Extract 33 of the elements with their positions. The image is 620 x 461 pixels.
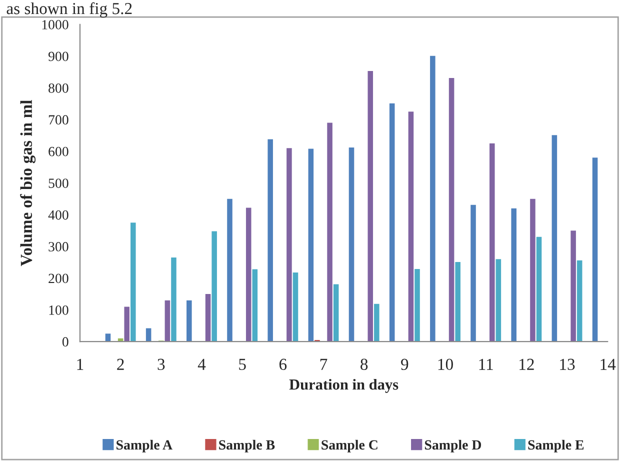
x-axis-title: Duration in days <box>289 378 398 393</box>
x-tick-label: 14 <box>600 358 616 370</box>
legend-label: Sample D <box>424 440 482 452</box>
x-tick-label: 1 <box>77 358 84 370</box>
y-tick-label: 0 <box>62 337 68 347</box>
x-tick-label: 12 <box>520 358 534 370</box>
legend-label: Sample B <box>219 440 275 452</box>
x-tick-label: 10 <box>438 358 453 370</box>
y-tick-label: 500 <box>48 178 68 188</box>
y-tick-label: 400 <box>48 210 68 220</box>
y-tick-label: 600 <box>48 146 68 156</box>
x-tick-label: 2 <box>117 358 124 370</box>
x-tick-label: 11 <box>479 358 493 370</box>
legend-label: Sample A <box>116 440 172 452</box>
x-tick-label: 3 <box>158 358 165 370</box>
x-tick-label: 8 <box>360 358 368 370</box>
y-tick-label: 700 <box>48 115 68 125</box>
text: as shown in fig 5.2 <box>6 2 132 18</box>
legend-label: Sample E <box>528 440 584 452</box>
x-tick-label: 7 <box>320 358 328 370</box>
y-tick-label: 800 <box>48 83 68 93</box>
y-axis-title: Volume of bio gas in ml <box>20 100 36 266</box>
x-tick-label: 4 <box>198 358 206 370</box>
legend-label: Sample C <box>322 440 378 452</box>
x-tick-label: 9 <box>401 358 408 370</box>
y-tick-label: 1000 <box>42 20 68 30</box>
y-tick-label: 200 <box>48 274 68 284</box>
x-tick-label: 5 <box>239 358 246 370</box>
y-tick-label: 900 <box>48 52 68 62</box>
x-tick-label: 6 <box>279 358 287 370</box>
y-tick-label: 300 <box>48 242 68 252</box>
x-tick-label: 13 <box>560 358 575 370</box>
y-tick-label: 100 <box>49 305 68 315</box>
